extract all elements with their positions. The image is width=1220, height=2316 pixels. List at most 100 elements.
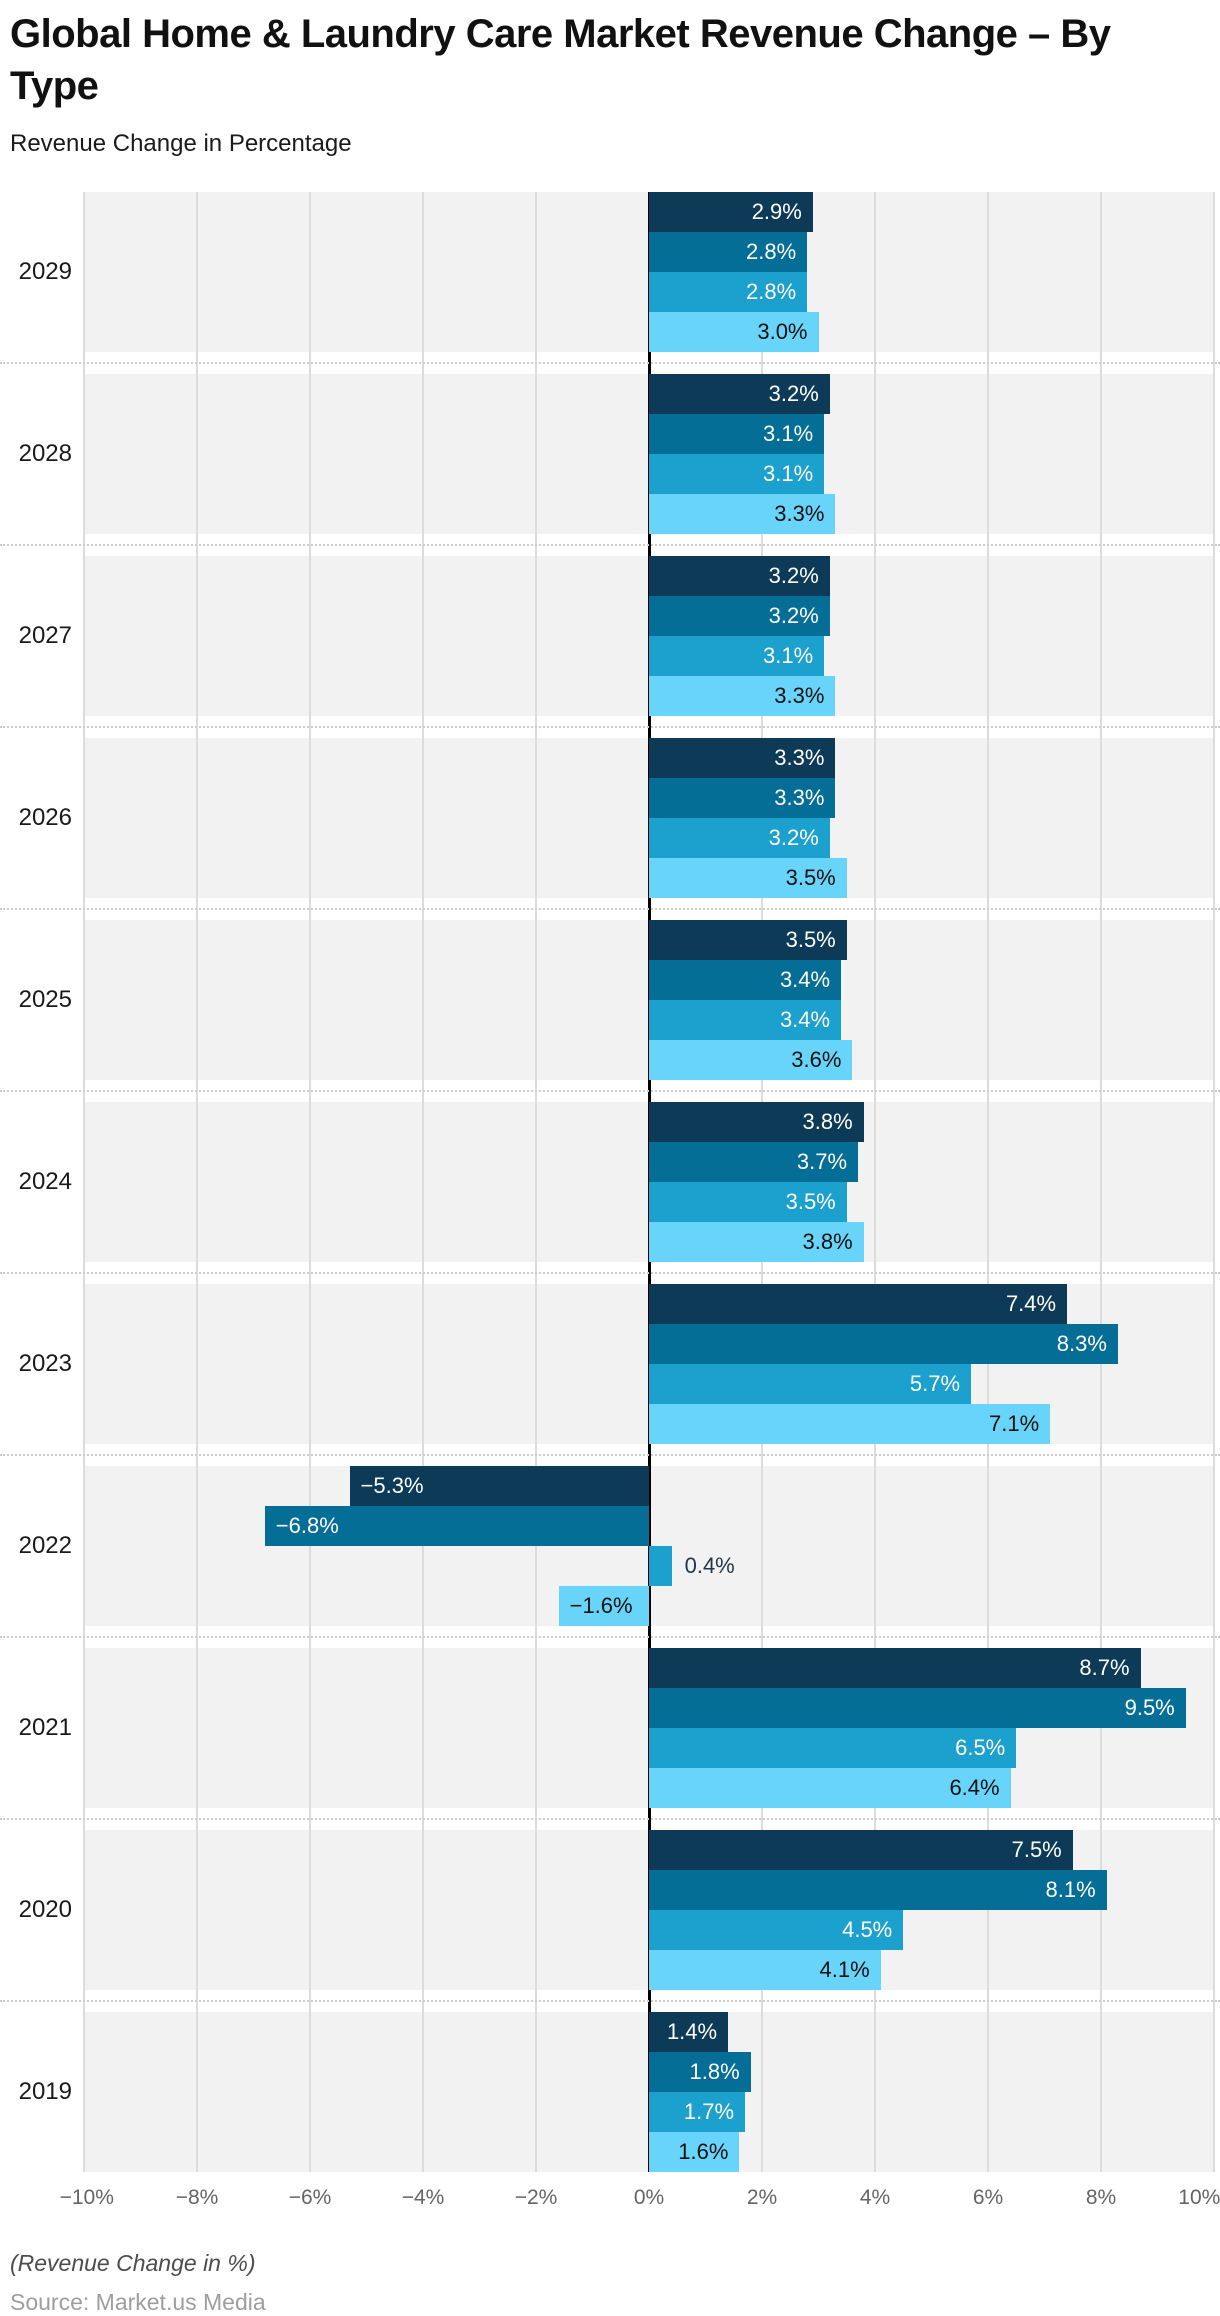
bar: 3.3% bbox=[649, 738, 836, 778]
bar-value-label: 3.3% bbox=[774, 745, 825, 770]
bar: 2.8% bbox=[649, 272, 808, 312]
gridline bbox=[422, 192, 424, 2172]
gridline bbox=[196, 192, 198, 2172]
plot-area: 2.9% 3.2% 3.2% 3.3% 3.5% 3.8% 7.4% −5.3% 8.7% 7.5… bbox=[60, 192, 1220, 2209]
gridline bbox=[83, 192, 85, 2172]
bar-value-label: 8.3% bbox=[1056, 1331, 1107, 1356]
bar-value-label: 3.3% bbox=[774, 785, 825, 810]
bar-value-label: 1.4% bbox=[666, 2019, 718, 2044]
bar-value-label: 7.5% bbox=[1011, 1837, 1062, 1862]
bar-value-label: 3.4% bbox=[779, 967, 831, 992]
bar: 3.3% bbox=[649, 778, 836, 818]
bar-value-label: 1.8% bbox=[689, 2059, 740, 2084]
bar: 3.3% bbox=[649, 494, 836, 534]
bar: 3.2% bbox=[649, 374, 830, 414]
bar-value-label: 3.5% bbox=[785, 1189, 836, 1214]
bar-value-label: 3.1% bbox=[762, 421, 814, 446]
bar: 6.4% bbox=[649, 1768, 1011, 1808]
bar-value-label: 8.7% bbox=[1079, 1655, 1130, 1680]
bar: 1.7% bbox=[649, 2092, 746, 2132]
bar: 1.6% bbox=[649, 2132, 740, 2172]
bar-value-label: 3.6% bbox=[791, 1047, 842, 1072]
x-tick-label: −10% bbox=[59, 2186, 114, 2209]
bar-value-label: 1.6% bbox=[678, 2139, 729, 2164]
x-tick-label: −4% bbox=[401, 2186, 445, 2209]
row-separator bbox=[0, 1272, 1220, 1274]
year-label: 2029 bbox=[18, 258, 72, 285]
bar: 3.4% bbox=[649, 960, 842, 1000]
bar: 3.4% bbox=[649, 1000, 842, 1040]
bar: 3.3% bbox=[649, 676, 836, 716]
year-label: 2021 bbox=[18, 1714, 72, 1741]
bar-value-label: 6.4% bbox=[949, 1775, 1000, 1800]
bar-value-label: 3.7% bbox=[796, 1149, 848, 1174]
bar: −5.3% bbox=[349, 1466, 649, 1506]
bar-value-label: 3.2% bbox=[768, 603, 819, 628]
bar-chart: 2.9% 3.2% 3.2% 3.3% 3.5% 3.8% 7.4% −5.3% 8.7% 7.5… bbox=[0, 192, 1220, 2222]
bar-value-label: −1.6% bbox=[569, 1593, 633, 1618]
chart-subtitle: Revenue Change in Percentage bbox=[10, 130, 352, 157]
bar: 8.1% bbox=[649, 1870, 1107, 1910]
bar: 4.5% bbox=[649, 1910, 904, 1950]
bar: 7.1% bbox=[649, 1404, 1051, 1444]
row-separator bbox=[0, 1454, 1220, 1456]
year-label: 2026 bbox=[18, 804, 72, 831]
row-separator bbox=[0, 1818, 1220, 1820]
x-tick-label: 8% bbox=[1085, 2186, 1117, 2209]
row-separator bbox=[0, 1090, 1220, 1092]
x-tick-label: −6% bbox=[288, 2186, 332, 2209]
bar: 2.8% bbox=[649, 232, 808, 272]
bar-value-label: 4.5% bbox=[842, 1917, 893, 1942]
bar-value-label: 5.7% bbox=[909, 1371, 961, 1396]
bar: 3.8% bbox=[649, 1102, 864, 1142]
bar-value-label: 2.8% bbox=[746, 239, 797, 264]
year-label: 2024 bbox=[18, 1168, 72, 1195]
bar: 1.4% bbox=[649, 2012, 729, 2052]
gridline bbox=[309, 192, 311, 2172]
bar-value-label: 0.4% bbox=[684, 1553, 735, 1578]
chart-footnote: (Revenue Change in %) bbox=[10, 2250, 256, 2276]
bar: 3.2% bbox=[649, 596, 830, 636]
bar: 3.1% bbox=[649, 414, 825, 454]
bar: 1.8% bbox=[649, 2052, 751, 2092]
bar-value-label: −5.3% bbox=[360, 1473, 424, 1498]
bar-value-label: 3.2% bbox=[768, 381, 819, 406]
bar-value-label: 3.8% bbox=[802, 1109, 853, 1134]
x-tick-label: 6% bbox=[972, 2186, 1004, 2209]
x-tick-label: 0% bbox=[633, 2186, 665, 2209]
bar: 8.7% bbox=[649, 1648, 1141, 1688]
bar: 3.2% bbox=[649, 818, 830, 858]
gridline bbox=[874, 192, 876, 2172]
bar: 3.5% bbox=[649, 858, 847, 898]
bar: 2.9% bbox=[649, 192, 813, 232]
bar-value-label: 3.2% bbox=[768, 825, 819, 850]
year-label: 2028 bbox=[18, 440, 72, 467]
bar: 3.7% bbox=[649, 1142, 859, 1182]
gridline bbox=[987, 192, 989, 2172]
row-separator bbox=[0, 362, 1220, 364]
bar-value-label: 3.2% bbox=[768, 563, 819, 588]
gridline bbox=[1100, 192, 1102, 2172]
x-tick-label: 10% bbox=[1178, 2186, 1220, 2209]
year-label: 2022 bbox=[18, 1532, 72, 1559]
bar-value-label: −6.8% bbox=[275, 1513, 339, 1538]
year-label: 2023 bbox=[18, 1350, 72, 1377]
bar-value-label: 7.4% bbox=[1005, 1291, 1057, 1316]
year-label: 2025 bbox=[18, 986, 72, 1013]
bar-value-label: 3.1% bbox=[762, 461, 814, 486]
bar-value-label: 9.5% bbox=[1124, 1695, 1175, 1720]
bar: 5.7% bbox=[649, 1364, 972, 1404]
bar: 3.0% bbox=[649, 312, 819, 352]
bar-value-label: 3.0% bbox=[757, 319, 808, 344]
bar: 4.1% bbox=[649, 1950, 881, 1990]
bar: −1.6% bbox=[558, 1586, 649, 1626]
bar bbox=[649, 1546, 672, 1586]
year-label: 2019 bbox=[18, 2078, 72, 2105]
bar-value-label: 3.1% bbox=[762, 643, 814, 668]
row-separator bbox=[0, 544, 1220, 546]
row-separator bbox=[0, 726, 1220, 728]
bar: −6.8% bbox=[264, 1506, 649, 1546]
bar: 7.4% bbox=[649, 1284, 1068, 1324]
bar: 3.6% bbox=[649, 1040, 853, 1080]
